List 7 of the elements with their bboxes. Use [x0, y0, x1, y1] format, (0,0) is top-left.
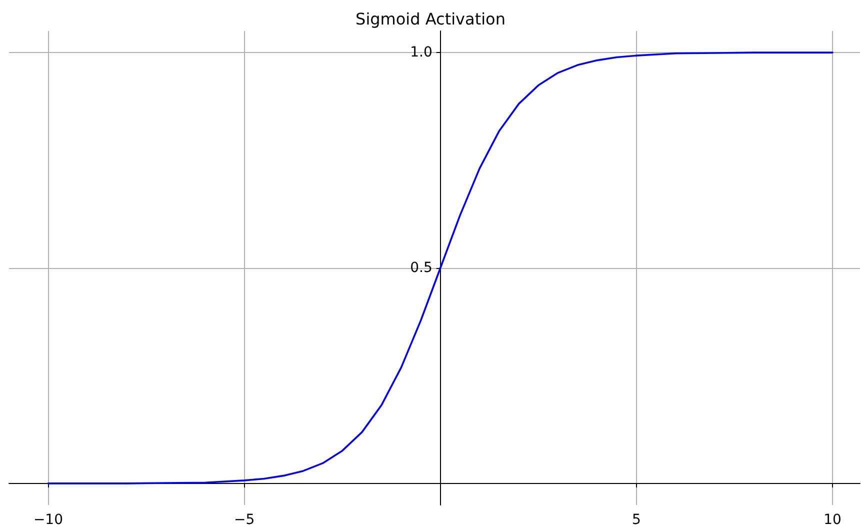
- x-tick-label: 5: [632, 512, 641, 527]
- x-tick-label: −5: [234, 512, 255, 527]
- y-tick-label: 0.5: [410, 260, 432, 276]
- y-tick-label: 1.0: [410, 44, 432, 61]
- chart-title: Sigmoid Activation: [356, 10, 506, 28]
- x-tick-label: −10: [33, 512, 63, 527]
- x-tick-label: 10: [824, 512, 842, 527]
